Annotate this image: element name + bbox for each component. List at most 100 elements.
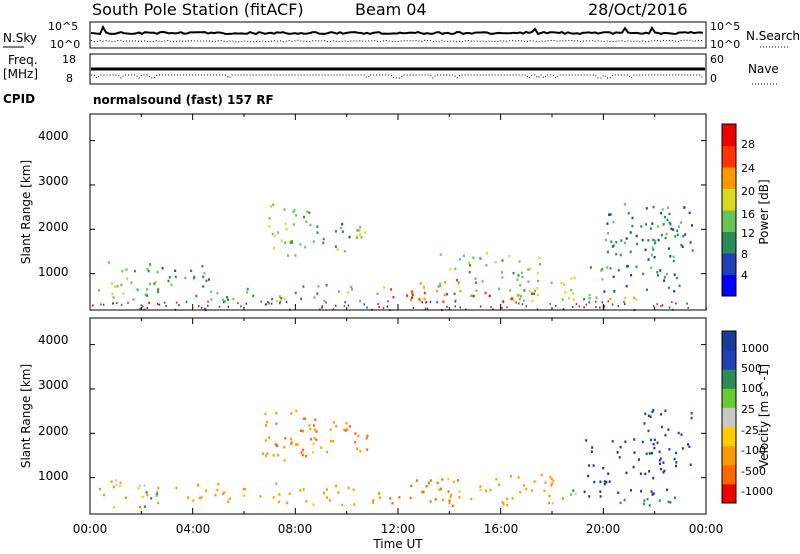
range-time-cell <box>661 425 663 429</box>
range-time-cell <box>652 408 655 412</box>
range-time-cell <box>592 464 595 467</box>
range-time-cell <box>501 271 504 274</box>
range-time-cell <box>288 492 291 495</box>
range-time-cell <box>178 304 180 307</box>
range-time-cell <box>155 280 158 284</box>
range-time-cell <box>268 302 270 305</box>
range-time-cell <box>312 240 315 243</box>
range-time-cell <box>443 293 446 297</box>
range-time-cell <box>660 305 662 308</box>
range-time-cell <box>252 294 255 298</box>
range-time-cell <box>376 292 379 295</box>
velocity-data-cells <box>99 408 693 509</box>
range-time-cell <box>392 295 395 299</box>
range-time-cell <box>312 451 315 454</box>
cpid-text: normalsound (fast) 157 RF <box>93 93 274 107</box>
range-time-cell <box>677 225 680 228</box>
range-time-cell <box>441 478 444 481</box>
range-time-cell <box>290 442 293 445</box>
range-time-cell <box>664 434 667 437</box>
range-time-cell <box>312 424 315 427</box>
range-time-cell <box>354 440 357 444</box>
range-time-cell <box>130 281 133 285</box>
range-time-cell <box>157 290 160 294</box>
range-time-cell <box>124 496 127 500</box>
range-time-cell <box>470 497 473 501</box>
range-time-cell <box>447 490 450 493</box>
range-time-cell <box>119 481 122 485</box>
range-time-cell <box>663 276 666 279</box>
range-time-cell <box>651 493 654 496</box>
range-time-cell <box>290 440 293 444</box>
range-time-cell <box>389 497 392 500</box>
freq-panel: Freq. [MHz] 18 8 60 0 Nave <box>3 53 779 85</box>
range-time-cell <box>657 238 660 242</box>
power-data-cells <box>91 203 708 312</box>
x-axis: 00:00 04:00 08:00 12:00 16:00 20:00 00:0… <box>73 522 724 551</box>
range-time-cell <box>326 488 328 491</box>
range-time-cell <box>419 282 422 285</box>
range-time-cell <box>246 287 249 291</box>
range-time-cell <box>661 208 664 211</box>
nsearch-tick-high: 10^5 <box>710 20 740 33</box>
range-time-cell <box>309 427 312 431</box>
power-y-axis-title: Slant Range [km] <box>19 160 33 264</box>
range-time-cell <box>572 489 575 492</box>
range-time-cell <box>645 452 648 455</box>
range-time-cell <box>390 288 393 291</box>
range-time-cell <box>244 488 247 491</box>
range-time-cell <box>604 238 607 242</box>
range-time-cell <box>332 440 335 443</box>
range-time-cell <box>607 232 610 235</box>
range-time-cell <box>635 298 637 301</box>
range-time-cell <box>175 486 178 490</box>
range-time-cell <box>690 416 693 420</box>
range-time-cell <box>328 499 331 502</box>
range-time-cell <box>575 303 578 306</box>
range-time-cell <box>662 461 665 464</box>
power-cbar-tick-8: 8 <box>741 248 748 261</box>
range-time-cell <box>449 268 452 271</box>
range-time-cell <box>623 498 626 502</box>
range-time-cell <box>294 254 297 257</box>
range-time-cell <box>343 249 346 253</box>
range-time-cell <box>329 439 332 443</box>
power-colorbar-ticks: 28 24 20 16 12 8 4 <box>741 138 755 282</box>
range-time-cell <box>448 501 451 505</box>
range-time-cell <box>625 471 628 475</box>
range-time-cell <box>589 266 592 269</box>
range-time-cell <box>658 459 661 462</box>
date-label: 28/Oct/2016 <box>588 0 688 19</box>
range-time-cell <box>140 304 142 307</box>
range-time-cell <box>603 290 606 293</box>
range-time-cell <box>278 500 281 504</box>
range-time-cell <box>366 306 368 309</box>
range-time-cell <box>624 440 627 443</box>
range-time-cell <box>659 269 662 272</box>
range-time-cell <box>284 241 286 244</box>
range-time-cell <box>365 436 368 440</box>
range-time-cell <box>472 294 475 298</box>
range-time-cell <box>316 231 319 234</box>
range-time-cell <box>421 490 424 494</box>
range-time-cell <box>484 291 487 295</box>
range-time-cell <box>301 453 304 457</box>
range-time-cell <box>115 479 118 482</box>
range-time-cell <box>441 498 444 501</box>
range-time-cell <box>529 267 532 271</box>
range-time-cell <box>204 489 207 493</box>
range-time-cell <box>344 301 346 304</box>
power-y-ticks: 4000 3000 2000 1000 <box>38 129 69 279</box>
velocity-y-ticks: 4000 3000 2000 1000 <box>38 333 69 483</box>
range-time-cell <box>590 450 593 453</box>
range-time-cell <box>672 255 675 259</box>
range-time-cell <box>509 289 512 292</box>
range-time-cell <box>648 470 651 473</box>
range-time-cell <box>617 305 619 308</box>
range-time-cell <box>341 230 344 233</box>
range-time-cell <box>226 295 229 299</box>
range-time-cell <box>638 458 640 461</box>
range-time-cell <box>676 233 679 237</box>
range-time-cell <box>506 497 509 500</box>
range-time-cell <box>423 291 426 295</box>
